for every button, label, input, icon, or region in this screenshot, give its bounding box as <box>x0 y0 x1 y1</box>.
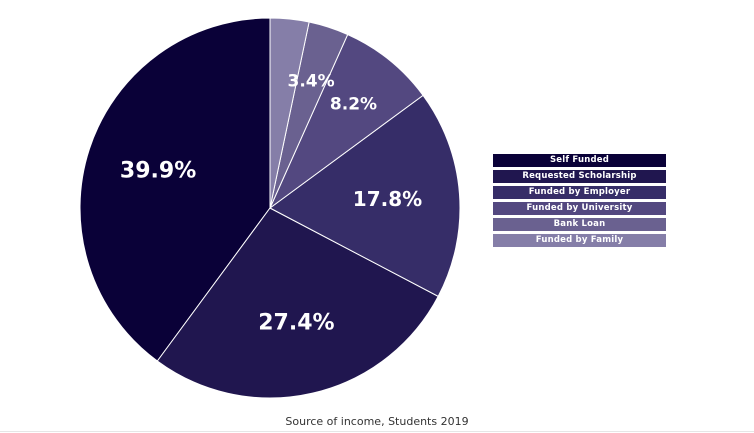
pie-slice-funded-by-university <box>268 33 424 210</box>
legend-item-funded-by-university: Funded by University <box>493 202 666 215</box>
legend-item-funded-by-family: Funded by Family <box>493 234 666 247</box>
slice-label-funded-by-employer: 17.8% <box>353 187 422 211</box>
slice-label-bank-loan: 3.4% <box>288 72 335 92</box>
legend-item-self-funded: Self Funded <box>493 154 666 167</box>
bottom-divider <box>0 431 754 432</box>
legend-item-funded-by-employer: Funded by Employer <box>493 186 666 199</box>
slice-label-self-funded: 39.9% <box>120 159 196 184</box>
slice-label-funded-by-university: 8.2% <box>330 95 377 115</box>
pie-slice-funded-by-employer <box>269 94 461 298</box>
pie-slice-self-funded <box>79 17 271 362</box>
slice-label-requested-scholarship: 27.4% <box>258 310 334 335</box>
pie-slice-funded-by-family <box>269 17 310 209</box>
legend-item-requested-scholarship: Requested Scholarship <box>493 170 666 183</box>
pie-slice-requested-scholarship <box>156 207 439 399</box>
chart-legend: Self Funded Requested Scholarship Funded b… <box>493 154 666 250</box>
legend-item-bank-loan: Bank Loan <box>493 218 666 231</box>
chart-caption: Source of income, Students 2019 <box>285 415 469 428</box>
pie-slices <box>79 17 461 399</box>
pie-slice-labels: 39.9% 27.4% 17.8% 8.2% 3.4% <box>120 72 422 336</box>
